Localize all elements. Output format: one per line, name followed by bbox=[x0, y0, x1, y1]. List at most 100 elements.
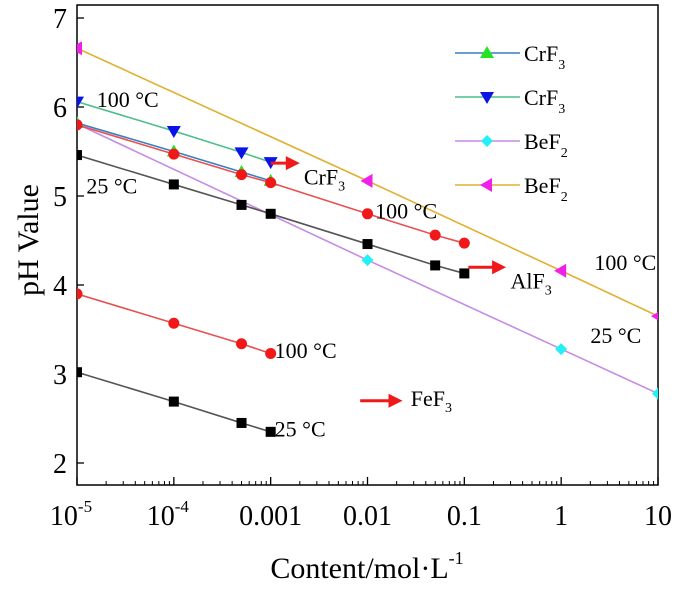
marker-square bbox=[265, 426, 276, 437]
legend-base: BeF bbox=[524, 173, 561, 198]
series-line bbox=[77, 100, 271, 163]
marker-triangle-up bbox=[480, 46, 494, 58]
y-tick-label: 4 bbox=[53, 271, 67, 302]
compound-label: FeF3 bbox=[411, 386, 452, 416]
arrow-head bbox=[388, 393, 403, 408]
temperature-annotation: 25 °C bbox=[275, 416, 326, 441]
compound-subscript: 3 bbox=[445, 401, 452, 416]
legend-item-0: CrF3 bbox=[455, 41, 565, 73]
compound-base: FeF bbox=[411, 386, 445, 411]
marker-square bbox=[77, 150, 82, 161]
series-line bbox=[77, 371, 271, 433]
marker-triangle-down bbox=[166, 126, 181, 139]
temperature-annotation: 100 °C bbox=[275, 338, 337, 363]
arrow-head bbox=[285, 156, 300, 171]
marker-diamond bbox=[481, 135, 493, 147]
legend-label: CrF3 bbox=[524, 85, 565, 117]
legend-subscript: 2 bbox=[561, 190, 568, 205]
series-2 bbox=[77, 117, 658, 400]
marker-circle bbox=[429, 229, 441, 241]
compound-subscript: 3 bbox=[545, 284, 552, 299]
legend-base: CrF bbox=[524, 85, 558, 110]
marker-square bbox=[430, 260, 441, 271]
tick-exponent: -4 bbox=[175, 497, 190, 516]
marker-circle bbox=[362, 208, 373, 220]
marker-triangle-left bbox=[480, 178, 492, 192]
marker-circle bbox=[168, 317, 180, 329]
series-5 bbox=[77, 150, 470, 279]
series-7 bbox=[77, 367, 276, 437]
compound-subscript: 3 bbox=[338, 179, 345, 194]
series-4 bbox=[77, 119, 470, 249]
legend-item-1: CrF3 bbox=[455, 85, 565, 117]
temperature-annotation: 25 °C bbox=[86, 173, 137, 198]
marker-triangle-left bbox=[554, 263, 567, 278]
x-tick-label: 0.01 bbox=[343, 501, 392, 532]
legend-label: BeF2 bbox=[524, 173, 568, 205]
legend-label: CrF3 bbox=[524, 41, 565, 73]
y-tick-label: 5 bbox=[53, 182, 67, 213]
series-6 bbox=[77, 288, 277, 360]
marker-square bbox=[77, 367, 82, 378]
tick-base: 10 bbox=[50, 501, 78, 532]
marker-circle bbox=[168, 148, 180, 160]
legend-base: BeF bbox=[524, 129, 561, 154]
x-axis-label-text: Content/mol·L bbox=[270, 552, 448, 585]
x-tick-label: 0.1 bbox=[447, 501, 482, 532]
marker-triangle-down bbox=[480, 92, 494, 104]
marker-triangle-down bbox=[234, 147, 249, 160]
marker-triangle-left bbox=[360, 173, 373, 188]
marker-circle bbox=[236, 338, 248, 350]
legend-base: CrF bbox=[524, 41, 558, 66]
tick-base: 0.01 bbox=[343, 501, 392, 532]
marker-triangle-left bbox=[651, 312, 658, 321]
tick-exponent: -5 bbox=[78, 497, 92, 516]
marker-square bbox=[236, 199, 247, 210]
marker-square bbox=[168, 179, 179, 190]
temperature-annotation: 100 °C bbox=[375, 198, 437, 223]
compound-label: CrF3 bbox=[304, 164, 345, 194]
tick-base: 10 bbox=[644, 501, 672, 532]
temperature-annotation: 100 °C bbox=[594, 250, 656, 275]
y-tick-label: 7 bbox=[53, 4, 67, 35]
marker-diamond bbox=[361, 254, 374, 267]
compound-label: AlF3 bbox=[511, 269, 552, 299]
x-tick-label: 1 bbox=[554, 501, 568, 532]
marker-triangle-down bbox=[77, 96, 84, 109]
marker-circle bbox=[458, 237, 470, 249]
y-tick-label: 2 bbox=[53, 449, 67, 480]
legend-subscript: 2 bbox=[561, 146, 568, 161]
marker-circle bbox=[77, 119, 83, 131]
marker-circle bbox=[265, 348, 277, 360]
x-tick-label: 10 bbox=[644, 501, 672, 532]
temperature-annotation: 25 °C bbox=[590, 323, 641, 348]
series-3 bbox=[77, 41, 658, 321]
tick-base: 1 bbox=[554, 501, 568, 532]
series-line bbox=[77, 47, 658, 317]
compound-base: CrF bbox=[304, 164, 338, 189]
x-tick-label: 10-5 bbox=[50, 497, 92, 532]
marker-circle bbox=[265, 177, 277, 189]
marker-square bbox=[362, 239, 373, 250]
y-tick-label: 6 bbox=[53, 93, 67, 124]
tick-base: 0.001 bbox=[239, 501, 302, 532]
series-line bbox=[77, 293, 271, 355]
marker-circle bbox=[236, 169, 248, 181]
marker-square bbox=[459, 268, 470, 279]
x-axis-label-exponent: -1 bbox=[449, 548, 464, 568]
y-tick-label: 3 bbox=[53, 360, 67, 391]
x-axis-label: Content/mol·L-1 bbox=[270, 548, 463, 585]
tick-base: 0.1 bbox=[447, 501, 482, 532]
series-line bbox=[77, 123, 658, 395]
legend-item-2: BeF2 bbox=[455, 129, 568, 161]
legend-label: BeF2 bbox=[524, 129, 568, 161]
x-tick-label: 0.001 bbox=[239, 501, 302, 532]
marker-circle bbox=[77, 288, 83, 300]
marker-diamond bbox=[652, 387, 658, 400]
compound-base: AlF bbox=[511, 269, 545, 294]
legend-item-3: BeF2 bbox=[455, 173, 568, 205]
arrow-head bbox=[492, 260, 507, 275]
series-line bbox=[77, 122, 271, 182]
y-axis-label: pH Value bbox=[12, 184, 45, 296]
